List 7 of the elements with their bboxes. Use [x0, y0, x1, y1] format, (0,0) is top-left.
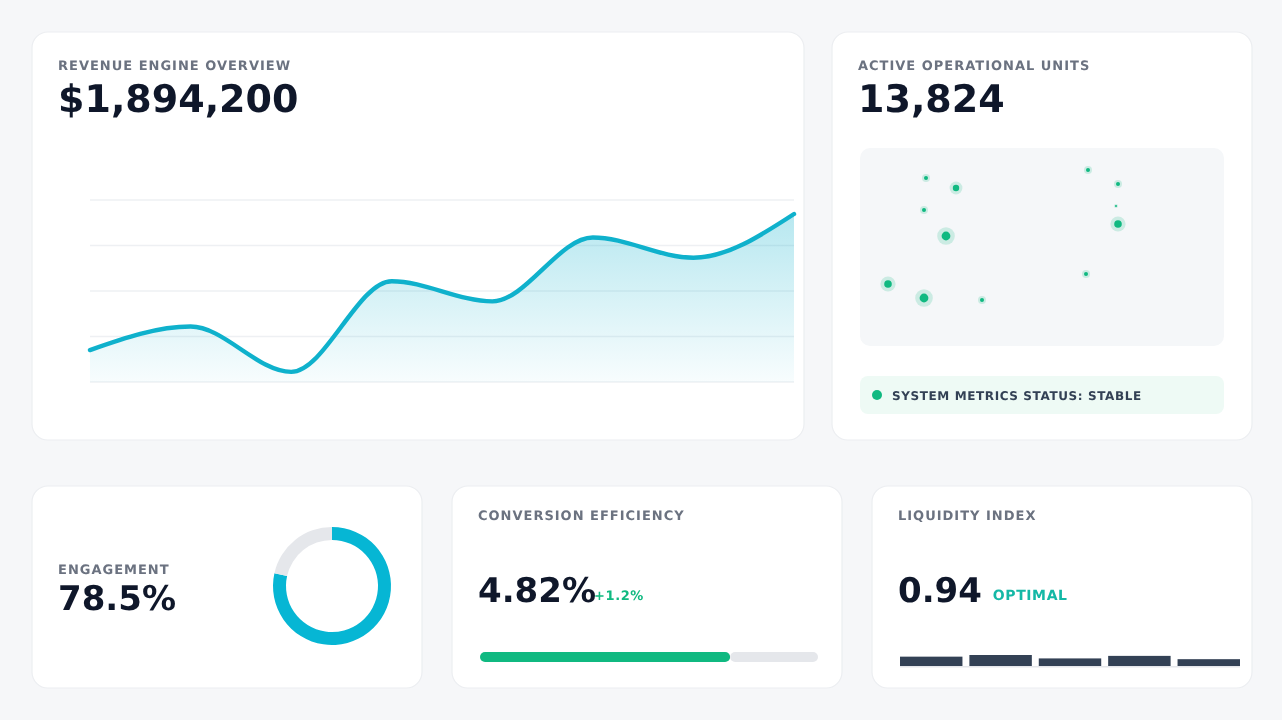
chart-subtitle: 4.82%: [478, 572, 596, 612]
chart-subtitle: 0.94: [898, 572, 983, 612]
donut-slice: [274, 527, 332, 576]
text: 78.5%: [58, 580, 176, 620]
chart-subtitle: $1,894,200: [58, 78, 299, 122]
donut-slice: [273, 527, 391, 645]
text: 13,824: [858, 78, 1005, 122]
